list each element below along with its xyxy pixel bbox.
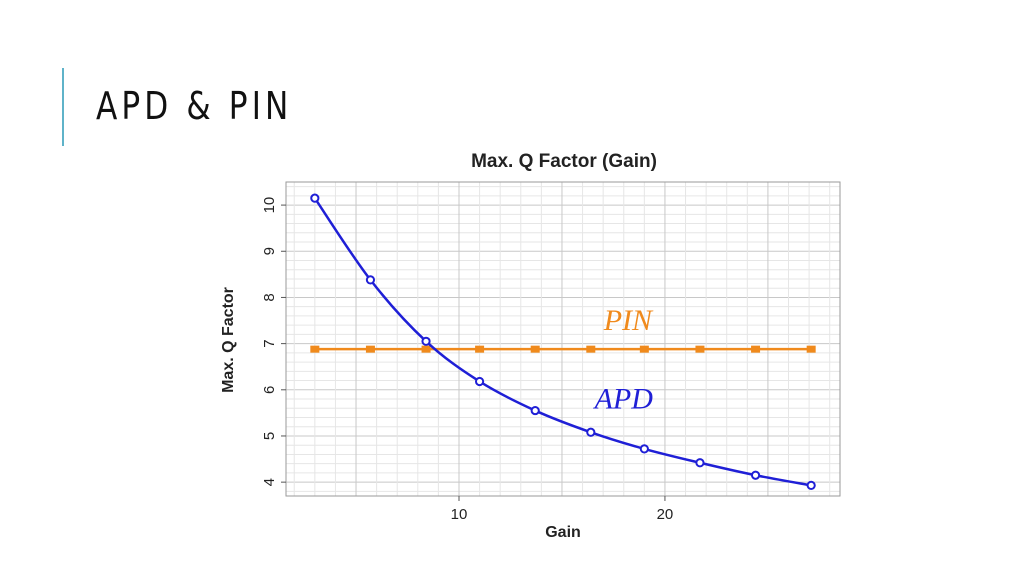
apd-data-point xyxy=(474,376,485,387)
y-tick-label: 6 xyxy=(261,386,278,394)
apd-data-point xyxy=(750,470,761,480)
y-tick-label: 7 xyxy=(261,339,278,347)
x-axis-label: Gain xyxy=(545,524,581,541)
apd-data-point xyxy=(530,405,540,416)
chart-annotations: PIN APD xyxy=(593,304,654,416)
q-factor-chart: Max. Q Factor (Gain) 4 5 6 7 8 9 10 10 20 PIN APD… xyxy=(220,151,841,541)
chart-title: Max. Q Factor (Gain) xyxy=(471,151,657,172)
apd-data-point xyxy=(639,444,649,454)
y-tick-label: 4 xyxy=(261,478,278,486)
axis-ticks: 4 5 6 7 8 9 10 10 20 xyxy=(261,197,673,523)
plot-frame xyxy=(285,181,841,497)
apd-data-point xyxy=(365,275,376,285)
x-tick-label: 20 xyxy=(657,506,674,523)
pin-data-point xyxy=(695,345,705,353)
apd-data-point xyxy=(695,458,705,468)
apd-data-point xyxy=(806,480,816,490)
apd-data-point xyxy=(310,193,320,203)
pin-data-point xyxy=(421,345,431,353)
y-axis-label: Max. Q Factor xyxy=(220,287,237,393)
chart-grid xyxy=(286,182,840,496)
pin-series-label: PIN xyxy=(603,304,654,337)
pin-data-point xyxy=(751,345,761,353)
x-tick-label: 10 xyxy=(451,506,468,523)
apd-series-line xyxy=(313,197,812,487)
y-tick-label: 10 xyxy=(261,197,278,214)
pin-data-point xyxy=(530,345,540,353)
apd-data-point xyxy=(586,427,596,437)
pin-data-point xyxy=(639,345,649,353)
pin-data-point xyxy=(586,345,596,353)
title-accent-bar xyxy=(62,68,64,146)
pin-data-point xyxy=(365,345,375,353)
pin-data-point xyxy=(310,345,320,353)
y-tick-label: 9 xyxy=(261,247,278,255)
y-tick-label: 8 xyxy=(261,293,278,301)
y-tick-label: 5 xyxy=(261,432,278,440)
chart-series xyxy=(310,193,816,490)
apd-series-label: APD xyxy=(593,382,654,415)
pin-data-point xyxy=(475,345,485,353)
slide-title: APD & PIN xyxy=(96,84,293,128)
apd-data-point xyxy=(421,336,431,346)
pin-data-point xyxy=(806,345,816,353)
